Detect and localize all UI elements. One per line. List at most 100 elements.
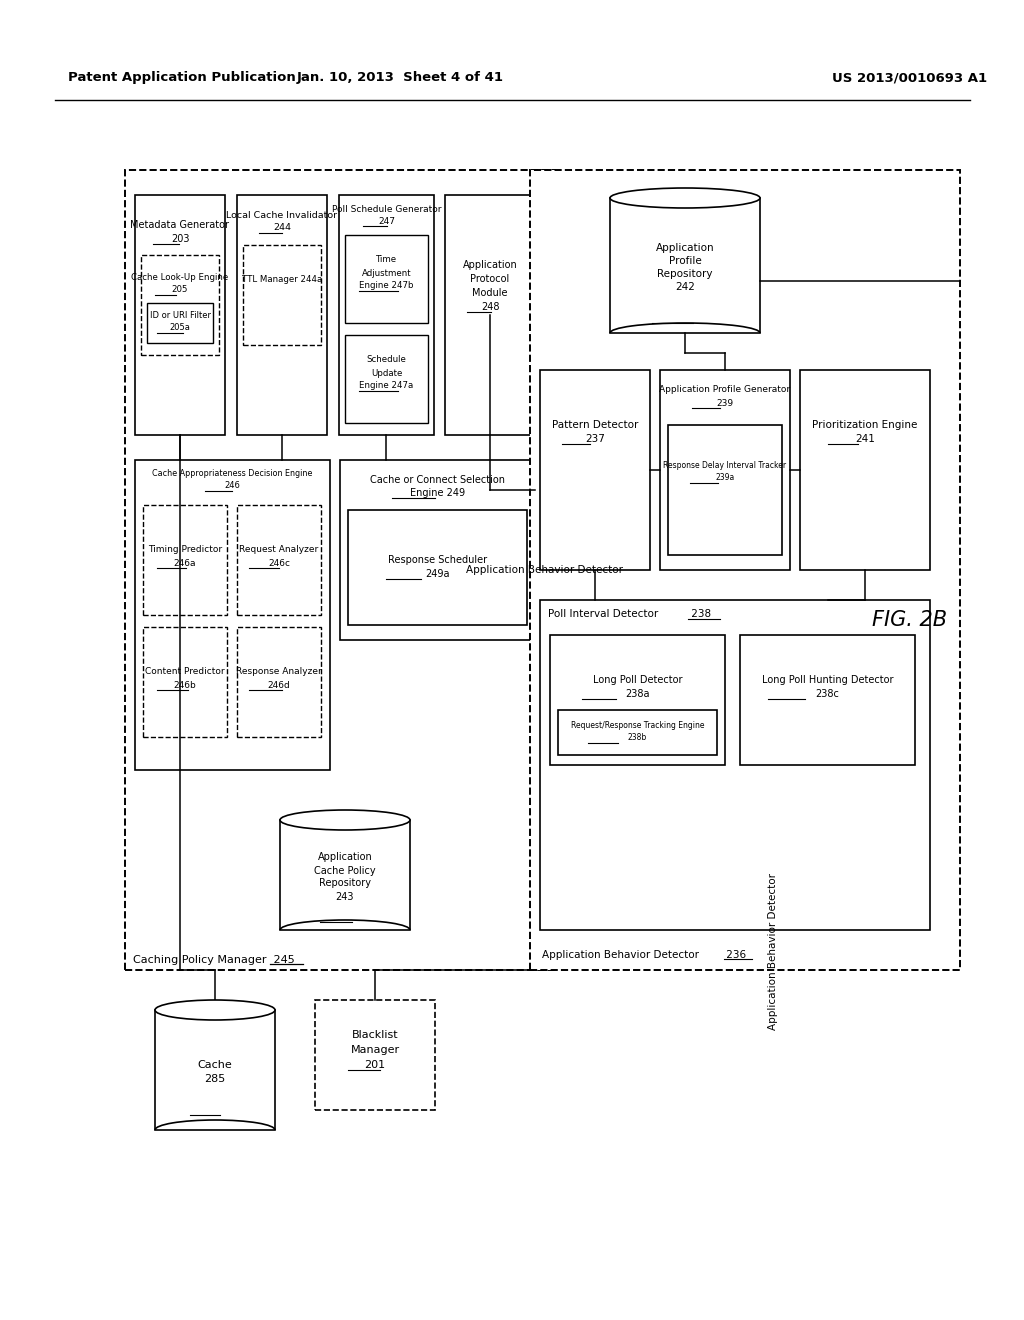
Text: 203: 203 <box>171 234 189 244</box>
Text: 205: 205 <box>172 285 188 294</box>
Text: Protocol: Protocol <box>470 275 510 284</box>
Bar <box>558 710 717 755</box>
Text: Cache: Cache <box>198 1060 232 1071</box>
Text: Response Analyzer: Response Analyzer <box>237 668 322 676</box>
Bar <box>345 235 428 323</box>
Text: Content Predictor: Content Predictor <box>145 668 225 676</box>
Text: Poll Interval Detector: Poll Interval Detector <box>548 609 658 619</box>
Bar <box>280 820 410 931</box>
Text: 201: 201 <box>365 1060 386 1071</box>
Text: Time: Time <box>376 256 397 264</box>
Bar <box>530 170 961 970</box>
Text: 246: 246 <box>224 482 241 491</box>
Bar <box>315 1001 435 1110</box>
Text: 205a: 205a <box>170 323 190 333</box>
Text: Cache Look-Up Engine: Cache Look-Up Engine <box>131 272 228 281</box>
Text: Profile: Profile <box>669 256 701 267</box>
Bar <box>345 335 428 422</box>
Bar <box>125 170 555 970</box>
Text: Poll Schedule Generator: Poll Schedule Generator <box>332 205 441 214</box>
Text: Module: Module <box>472 288 508 298</box>
Text: 246c: 246c <box>268 558 290 568</box>
Ellipse shape <box>610 187 760 209</box>
Bar <box>143 627 227 737</box>
Bar <box>143 506 227 615</box>
Text: 247: 247 <box>378 216 395 226</box>
Text: Long Poll Detector: Long Poll Detector <box>593 675 682 685</box>
Text: Repository: Repository <box>319 879 371 888</box>
Bar <box>339 195 434 436</box>
Bar <box>660 370 790 570</box>
Text: 241: 241 <box>855 434 874 444</box>
Text: Schedule: Schedule <box>367 355 407 364</box>
Text: Long Poll Hunting Detector: Long Poll Hunting Detector <box>762 675 893 685</box>
Bar <box>135 459 330 770</box>
Text: 246b: 246b <box>174 681 197 689</box>
Text: 236: 236 <box>723 950 746 960</box>
Text: Pattern Detector: Pattern Detector <box>552 420 638 430</box>
Text: 248: 248 <box>480 302 500 312</box>
Text: Application Behavior Detector: Application Behavior Detector <box>768 874 778 1031</box>
Bar <box>348 510 527 624</box>
Text: 285: 285 <box>205 1073 225 1084</box>
Text: Cache or Connect Selection: Cache or Connect Selection <box>370 475 505 484</box>
Bar <box>740 635 915 766</box>
Text: FIG. 2B: FIG. 2B <box>872 610 947 630</box>
Text: Request/Response Tracking Engine: Request/Response Tracking Engine <box>570 721 705 730</box>
Text: Engine 249: Engine 249 <box>410 488 465 498</box>
Bar <box>243 246 321 345</box>
Text: Update: Update <box>371 368 402 378</box>
Bar <box>237 195 327 436</box>
Bar <box>237 627 321 737</box>
Text: 238b: 238b <box>628 734 647 742</box>
Bar <box>141 255 219 355</box>
Bar <box>800 370 930 570</box>
Text: Application: Application <box>463 260 517 271</box>
Ellipse shape <box>155 1001 275 1020</box>
Text: 238: 238 <box>688 609 711 619</box>
Text: Request Analyzer: Request Analyzer <box>240 545 318 554</box>
Ellipse shape <box>280 810 410 830</box>
Text: Blacklist: Blacklist <box>351 1030 398 1040</box>
Text: Caching Policy Manager: Caching Policy Manager <box>133 954 266 965</box>
Text: Application Behavior Detector: Application Behavior Detector <box>542 950 699 960</box>
Bar <box>610 198 760 333</box>
Text: Application: Application <box>655 243 715 253</box>
Bar <box>550 635 725 766</box>
Text: Application: Application <box>317 853 373 862</box>
Text: Engine 247a: Engine 247a <box>359 381 414 391</box>
Bar <box>540 601 930 931</box>
Text: 245: 245 <box>270 954 295 965</box>
Text: Response Scheduler: Response Scheduler <box>388 554 487 565</box>
Bar <box>135 195 225 436</box>
Text: TTL Manager 244a: TTL Manager 244a <box>242 276 323 285</box>
Text: 246a: 246a <box>174 558 197 568</box>
Text: Engine 247b: Engine 247b <box>359 281 414 290</box>
Text: Timing Predictor: Timing Predictor <box>147 545 222 554</box>
Text: 238c: 238c <box>815 689 840 700</box>
Text: ID or URI Filter: ID or URI Filter <box>150 310 211 319</box>
Bar <box>155 1010 275 1130</box>
Text: Prioritization Engine: Prioritization Engine <box>812 420 918 430</box>
Text: Metadata Generator: Metadata Generator <box>130 220 229 230</box>
Text: Response Delay Interval Tracker: Response Delay Interval Tracker <box>664 461 786 470</box>
Text: 239: 239 <box>717 399 733 408</box>
Bar <box>340 459 535 640</box>
Bar <box>540 370 650 570</box>
Text: Patent Application Publication: Patent Application Publication <box>68 71 296 84</box>
Text: Application Profile Generator: Application Profile Generator <box>659 385 791 395</box>
Bar <box>237 506 321 615</box>
Text: Repository: Repository <box>657 269 713 279</box>
Text: 249a: 249a <box>425 569 450 579</box>
Text: 242: 242 <box>675 282 695 292</box>
Bar <box>147 304 213 343</box>
Text: Cache Appropriateness Decision Engine: Cache Appropriateness Decision Engine <box>153 470 312 479</box>
Text: 237: 237 <box>585 434 605 444</box>
Text: Application Behavior Detector: Application Behavior Detector <box>466 565 623 576</box>
Text: Adjustment: Adjustment <box>361 268 412 277</box>
Text: US 2013/0010693 A1: US 2013/0010693 A1 <box>833 71 987 84</box>
Text: 238a: 238a <box>626 689 650 700</box>
Text: 243: 243 <box>336 891 354 902</box>
Text: 239a: 239a <box>716 474 734 483</box>
Bar <box>668 425 782 554</box>
